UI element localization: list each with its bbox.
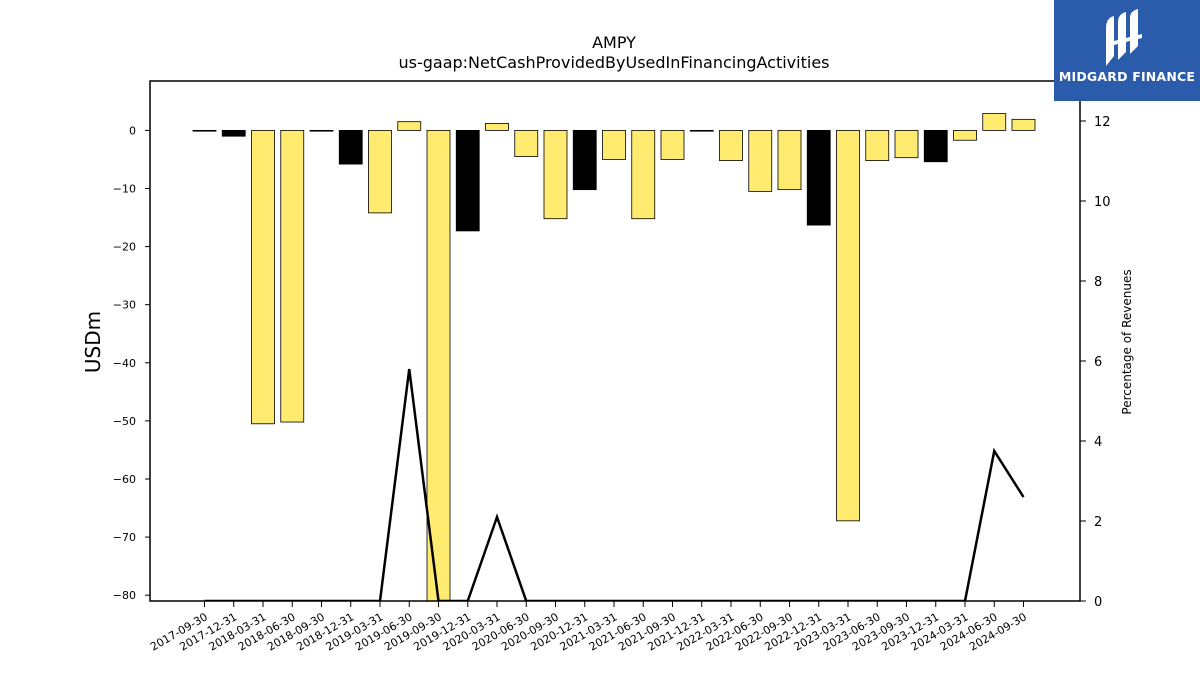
y2-tick-label: 4 [1094,435,1102,450]
bar-2022-06-30 [748,129,773,192]
midgard-logo-icon [1106,9,1142,66]
bar-2024-06-30 [982,113,1007,131]
bar-2021-09-30 [660,129,685,160]
bar-2023-03-31 [836,129,860,522]
y2-axis-ticks: 0 2 4 6 8 10 12 [1080,115,1111,610]
bar-2020-09-30 [543,129,568,220]
bar-2019-09-30 [426,129,451,601]
bar-2018-06-30 [280,129,305,423]
bar-2019-12-31 [455,129,480,232]
bar-2019-03-31 [368,129,392,214]
bar-2021-06-30 [631,129,656,220]
bar-2021-03-31 [602,129,626,160]
bar-2024-09-30 [1011,118,1036,131]
y-tick-label: −70 [113,531,136,544]
y-tick-label: −10 [113,182,136,195]
bar-2020-03-31 [485,123,509,131]
bar-2017-09-30 [192,129,217,132]
y2-tick-label: 12 [1094,115,1111,130]
y-axis-ticks: 0 −10 −20 −30 −40 −50 −60 −70 −80 [113,124,150,602]
bar-2022-09-30 [777,129,802,191]
percentage-line [204,368,1025,601]
x-axis-ticks: 2017-09-302017-12-312018-03-312018-06-30… [148,601,1029,654]
y-tick-label: −60 [113,473,136,486]
bar-2019-06-30 [397,121,422,131]
y-tick-label: −50 [113,415,136,428]
y-tick-label: −40 [113,357,136,370]
bar-2017-12-31 [221,129,246,137]
bar-2021-12-31 [689,129,714,132]
y2-tick-label: 10 [1094,195,1111,210]
plot-frame [149,80,1081,602]
bar-group [192,113,1036,601]
bar-2018-03-31 [251,129,275,425]
y2-tick-label: 2 [1094,515,1102,530]
bar-2023-09-30 [894,129,919,159]
bar-2024-03-31 [953,129,977,141]
y2-tick-label: 6 [1094,355,1102,370]
bar-2023-12-31 [923,129,948,163]
bar-2018-12-31 [338,129,363,165]
y-tick-label: −20 [113,241,136,254]
y2-tick-label: 0 [1094,595,1102,610]
bar-2022-03-31 [719,129,743,161]
y2-axis-label: Percentage of Revenues [1120,269,1134,414]
bar-2018-09-30 [309,129,334,132]
bar-2023-06-30 [865,129,890,161]
bar-2022-12-31 [806,129,831,226]
bar-2020-06-30 [514,129,539,157]
y-tick-label: −80 [113,589,136,602]
chart-title: AMPY [592,33,636,52]
midgard-finance-logo: MIDGARD FINANCE [1054,0,1200,101]
y2-tick-label: 8 [1094,275,1102,290]
logo-text: MIDGARD FINANCE [1058,69,1196,84]
y-tick-label: −30 [113,299,136,312]
chart-subtitle: us-gaap:NetCashProvidedByUsedInFinancing… [398,53,829,72]
percentage-line-group [204,368,1025,601]
y-tick-label: 0 [129,124,136,137]
y-axis-label: USDm [81,311,105,373]
bar-2020-12-31 [572,129,597,191]
